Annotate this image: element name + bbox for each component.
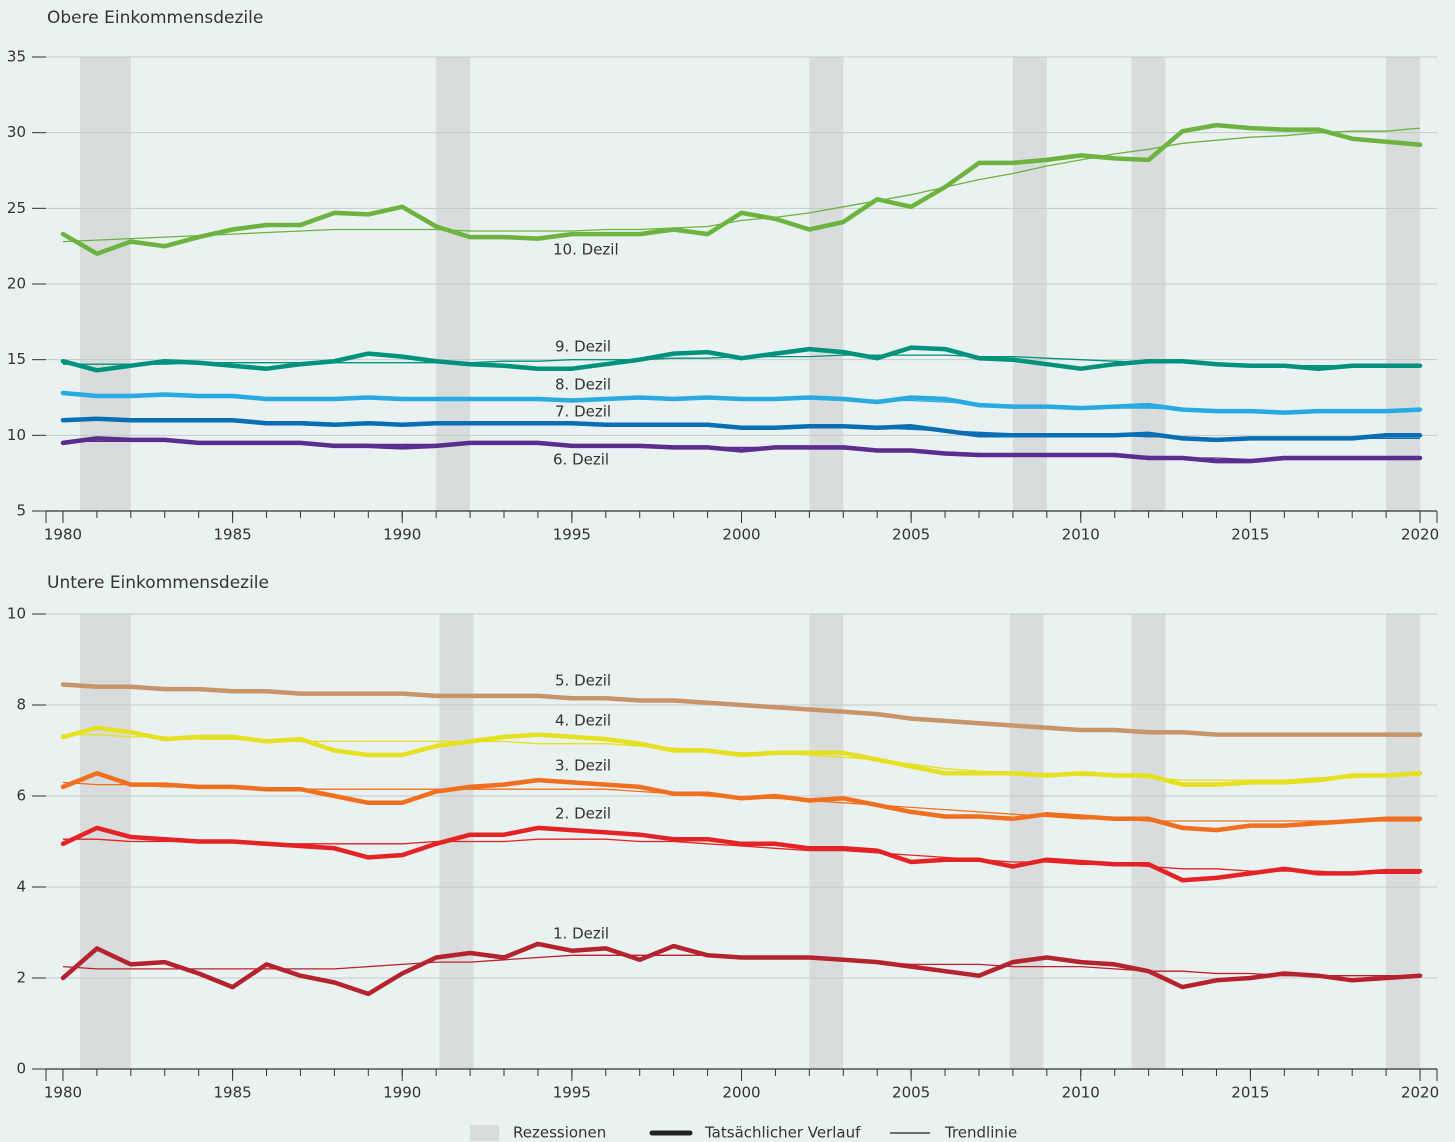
recession-band bbox=[809, 614, 844, 1069]
panel: Untere Einkommensdezile 0 2 4 6 8 10 1980 1985 19… bbox=[7, 573, 1439, 1102]
y-tick-label: 0 bbox=[16, 1060, 26, 1078]
x-tick-label: 2010 bbox=[1062, 1084, 1100, 1102]
series-label: 8. Dezil bbox=[555, 376, 611, 394]
series-label: 1. Dezil bbox=[553, 925, 609, 943]
y-tick-label: 10 bbox=[7, 605, 26, 623]
x-tick-label: 2005 bbox=[892, 526, 930, 544]
x-tick-label: 2010 bbox=[1062, 526, 1100, 544]
y-tick-label: 20 bbox=[7, 275, 26, 293]
x-tick-label: 1980 bbox=[44, 526, 82, 544]
legend-label: Trendlinie bbox=[944, 1124, 1017, 1142]
x-tick-label: 1995 bbox=[553, 526, 591, 544]
series-label: 7. Dezil bbox=[555, 403, 611, 421]
series-label: 4. Dezil bbox=[555, 712, 611, 730]
x-tick-label: 1980 bbox=[44, 1084, 82, 1102]
x-tick-label: 2020 bbox=[1401, 526, 1439, 544]
series-line bbox=[60, 825, 1423, 883]
series-label: 2. Dezil bbox=[555, 805, 611, 823]
y-tick-label: 2 bbox=[16, 969, 26, 987]
series-line bbox=[60, 416, 1423, 443]
x-tick-label: 2015 bbox=[1231, 1084, 1269, 1102]
x-tick-label: 1990 bbox=[383, 1084, 421, 1102]
panel: Obere Einkommensdezile 5 10 15 20 25 30 35 1980 1… bbox=[7, 8, 1439, 544]
panel-title: Untere Einkommensdezile bbox=[47, 573, 269, 593]
x-tick-label: 2020 bbox=[1401, 1084, 1439, 1102]
y-tick-label: 30 bbox=[7, 123, 26, 141]
recession-band bbox=[1131, 614, 1166, 1069]
x-tick-label: 1985 bbox=[214, 526, 252, 544]
legend-label: Tatsächlicher Verlauf bbox=[704, 1124, 861, 1142]
legend: Rezessionen Tatsächlicher Verlauf Trendl… bbox=[470, 1124, 1017, 1142]
series-line bbox=[60, 345, 1423, 373]
y-tick-label: 35 bbox=[7, 48, 26, 66]
y-tick-label: 10 bbox=[7, 426, 26, 444]
x-tick-label: 1985 bbox=[214, 1084, 252, 1102]
series-line bbox=[60, 771, 1423, 833]
legend-recession-swatch bbox=[470, 1125, 499, 1141]
series-line bbox=[60, 682, 1423, 737]
series-line bbox=[60, 725, 1423, 787]
series-label: 10. Dezil bbox=[553, 241, 619, 259]
x-tick-label: 2000 bbox=[722, 1084, 760, 1102]
series-label: 6. Dezil bbox=[553, 451, 609, 469]
y-tick-label: 4 bbox=[16, 878, 26, 896]
recession-band bbox=[1386, 614, 1421, 1069]
y-tick-label: 25 bbox=[7, 199, 26, 217]
y-tick-label: 15 bbox=[7, 350, 26, 368]
y-tick-label: 6 bbox=[16, 787, 26, 805]
series-label: 5. Dezil bbox=[555, 672, 611, 690]
x-tick-label: 2000 bbox=[722, 526, 760, 544]
trend-line bbox=[62, 127, 1421, 243]
legend-label: Rezessionen bbox=[513, 1124, 606, 1142]
series-line bbox=[60, 390, 1423, 415]
series-label: 9. Dezil bbox=[555, 338, 611, 356]
recession-band bbox=[1009, 614, 1044, 1069]
x-tick-label: 1990 bbox=[383, 526, 421, 544]
series-line bbox=[60, 941, 1423, 997]
y-tick-label: 5 bbox=[16, 502, 26, 520]
x-tick-label: 1995 bbox=[553, 1084, 591, 1102]
x-tick-label: 2015 bbox=[1231, 526, 1269, 544]
series-line bbox=[60, 122, 1423, 256]
panel-title: Obere Einkommensdezile bbox=[47, 8, 263, 28]
x-tick-label: 2005 bbox=[892, 1084, 930, 1102]
series-line bbox=[60, 436, 1423, 464]
y-tick-label: 8 bbox=[16, 696, 26, 714]
series-label: 3. Dezil bbox=[555, 757, 611, 775]
